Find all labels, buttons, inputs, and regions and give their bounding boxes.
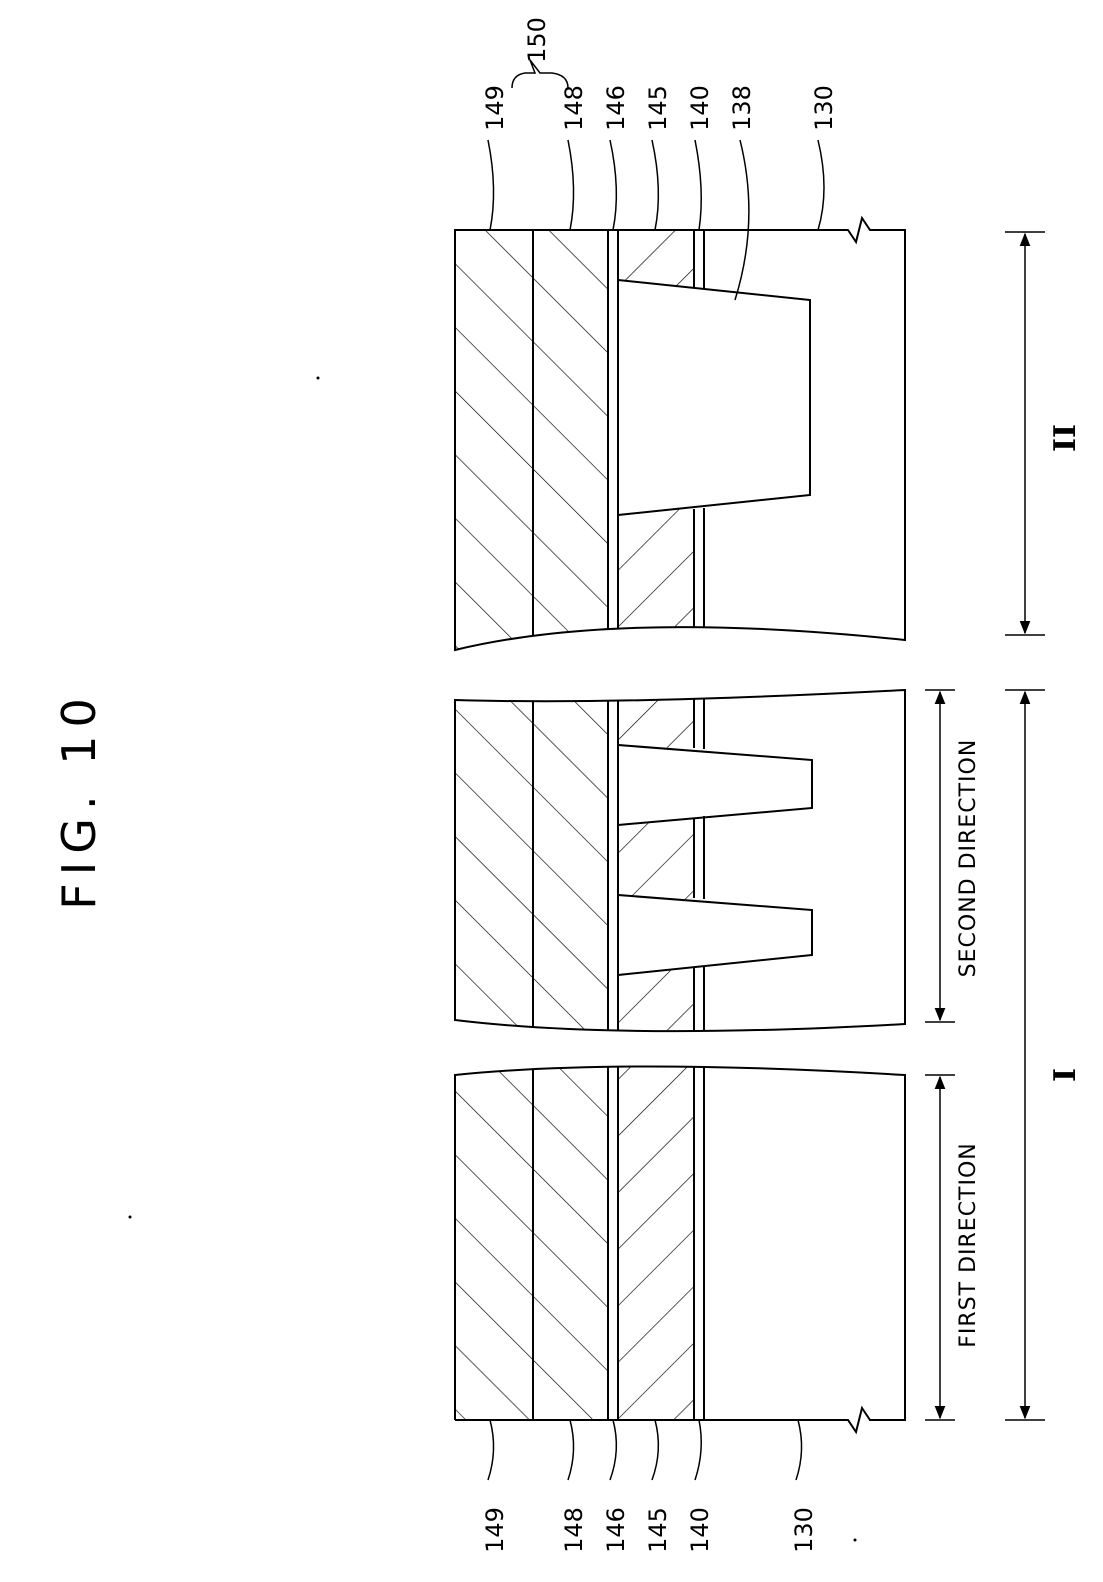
label-region-two: II xyxy=(1048,424,1083,452)
scan-speck xyxy=(317,377,320,380)
label-145: 145 xyxy=(644,1507,672,1553)
trench-138 xyxy=(618,280,810,515)
figure-title: FIG. 10 xyxy=(52,690,106,909)
label-146: 146 xyxy=(602,1507,630,1553)
dimension-region-two: II xyxy=(1005,232,1083,635)
label-149: 149 xyxy=(481,1507,509,1553)
label-130-top: 130 xyxy=(810,85,838,131)
section-second-direction xyxy=(455,680,905,1040)
label-130: 130 xyxy=(790,1507,818,1553)
label-149-top: 149 xyxy=(481,85,509,131)
trench-fill xyxy=(618,895,812,975)
trench-fill xyxy=(618,745,812,825)
layer-145-fill xyxy=(618,1040,694,1425)
dimension-second-direction: SECOND DIRECTION xyxy=(925,690,981,1022)
dimension-region-one: I xyxy=(1005,690,1083,1420)
label-138: 138 xyxy=(728,85,756,131)
label-second-direction: SECOND DIRECTION xyxy=(956,739,981,978)
layer-149-fill xyxy=(455,1040,533,1425)
label-150: 150 xyxy=(523,17,551,63)
label-first-direction: FIRST DIRECTION xyxy=(956,1142,981,1348)
label-region-one: I xyxy=(1048,1068,1083,1082)
section-first-direction xyxy=(455,1040,905,1432)
scan-speck xyxy=(129,1216,132,1219)
section-region-two xyxy=(455,218,905,660)
label-145-top: 145 xyxy=(644,85,672,131)
label-148: 148 xyxy=(560,1507,588,1553)
label-140: 140 xyxy=(686,1507,714,1553)
label-146-top: 146 xyxy=(602,85,630,131)
scan-speck xyxy=(854,1539,857,1542)
dimension-first-direction: FIRST DIRECTION xyxy=(925,1075,981,1420)
label-148-top: 148 xyxy=(560,85,588,131)
labels-bottom: 149 148 146 145 140 130 xyxy=(481,1420,818,1553)
layer-148-fill xyxy=(533,1040,608,1425)
label-140-top: 140 xyxy=(686,85,714,131)
